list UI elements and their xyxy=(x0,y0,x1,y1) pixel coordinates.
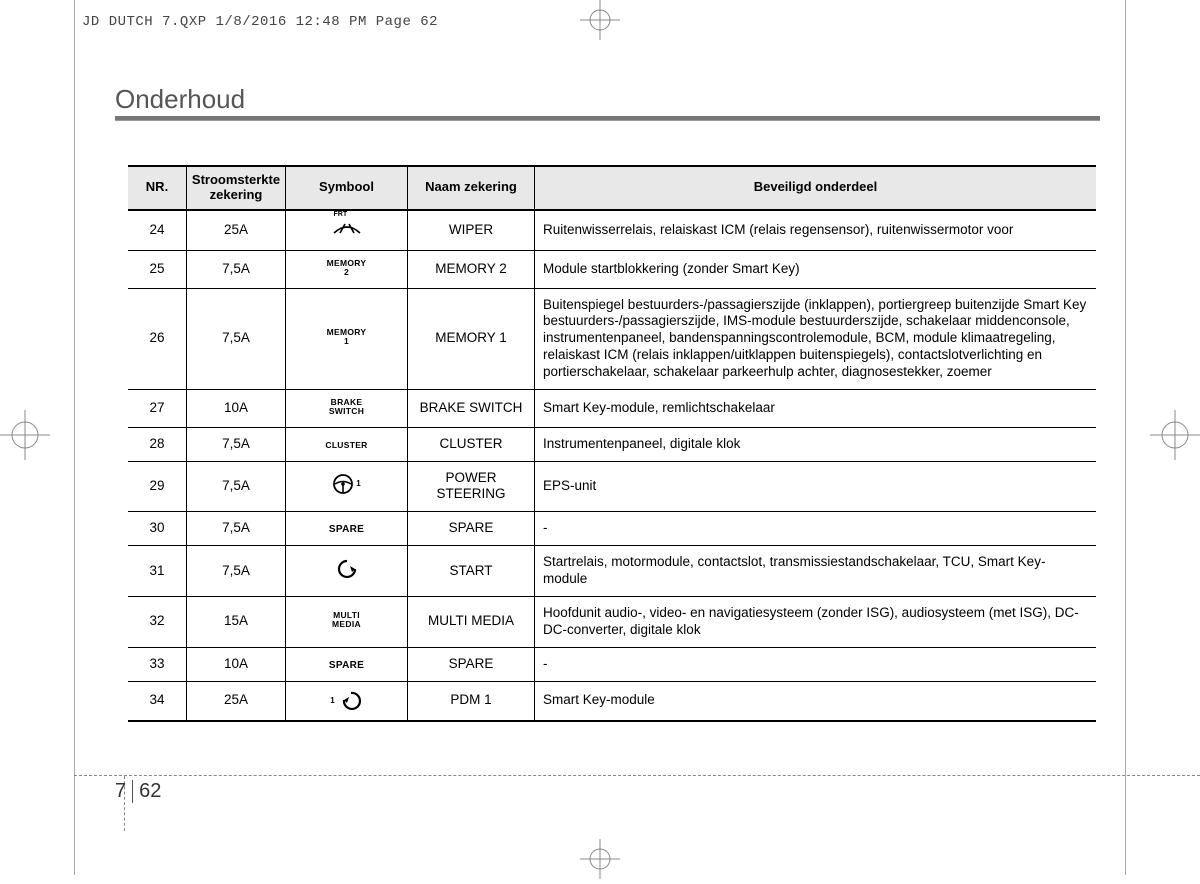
cell-name: MEMORY 2 xyxy=(408,250,535,288)
registration-mark-right xyxy=(1150,410,1200,460)
symbol-text: CLUSTER xyxy=(325,441,367,450)
cell-name: BRAKE SWITCH xyxy=(408,389,535,427)
cell-nr: 28 xyxy=(128,427,187,461)
symbol-text: MULTIMEDIA xyxy=(332,611,361,629)
crop-line-left xyxy=(74,0,75,875)
cell-name: CLUSTER xyxy=(408,427,535,461)
steering-icon: 1 xyxy=(332,473,360,495)
table-row: 2425A FRT WIPERRuitenwisserrelais, relaisk… xyxy=(128,210,1096,250)
cell-description: Module startblokkering (zonder Smart Key… xyxy=(535,250,1097,288)
cell-name: PDM 1 xyxy=(408,681,535,721)
cell-description: Smart Key-module, remlichtschakelaar xyxy=(535,389,1097,427)
cell-name: MULTI MEDIA xyxy=(408,596,535,647)
cell-name: SPARE xyxy=(408,512,535,546)
symbol-text: MEMORY1 xyxy=(327,328,367,346)
table-row: 3425A 1 PDM 1Smart Key-module xyxy=(128,681,1096,721)
cell-amperage: 10A xyxy=(187,389,286,427)
table-row: 267,5A MEMORY1 MEMORY 1Buitenspiegel bestu… xyxy=(128,288,1096,389)
cell-amperage: 25A xyxy=(187,210,286,250)
cell-amperage: 10A xyxy=(187,647,286,681)
wiper-icon: FRT xyxy=(332,219,362,242)
cell-name: WIPER xyxy=(408,210,535,250)
cell-nr: 30 xyxy=(128,512,187,546)
section-title-rule xyxy=(115,116,1100,120)
cell-name: POWER STEERING xyxy=(408,461,535,512)
cell-description: - xyxy=(535,512,1097,546)
cell-symbol: MEMORY1 xyxy=(286,288,408,389)
start-arrow-icon xyxy=(335,558,359,580)
table-row: 317,5A STARTStartrelais, motormodule, con… xyxy=(128,546,1096,597)
table-row: 307,5ASPARESPARE- xyxy=(128,512,1096,546)
fuse-table: NR. Stroomsterkte zekering Symbool Naam … xyxy=(128,165,1096,722)
cell-description: Hoofdunit audio-, video- en navigatiesys… xyxy=(535,596,1097,647)
section-title: Onderhoud xyxy=(115,84,245,115)
cell-symbol: MULTIMEDIA xyxy=(286,596,408,647)
page-number-value: 62 xyxy=(139,780,161,802)
cell-amperage: 7,5A xyxy=(187,427,286,461)
th-symbol: Symbool xyxy=(286,166,408,210)
cell-amperage: 7,5A xyxy=(187,461,286,512)
cell-symbol: MEMORY2 xyxy=(286,250,408,288)
th-desc: Beveiligd onderdeel xyxy=(535,166,1097,210)
footer-dash-line xyxy=(74,775,1200,776)
th-amp: Stroomsterkte zekering xyxy=(187,166,286,210)
cell-symbol: SPARE xyxy=(286,512,408,546)
cell-amperage: 7,5A xyxy=(187,250,286,288)
cell-amperage: 15A xyxy=(187,596,286,647)
symbol-text: MEMORY2 xyxy=(327,259,367,277)
cell-nr: 34 xyxy=(128,681,187,721)
manual-page: JD DUTCH 7.QXP 1/8/2016 12:48 PM Page 62 xyxy=(0,0,1200,875)
th-name: Naam zekering xyxy=(408,166,535,210)
file-stamp: JD DUTCH 7.QXP 1/8/2016 12:48 PM Page 62 xyxy=(82,14,438,30)
cell-symbol: 1 xyxy=(286,681,408,721)
cell-nr: 27 xyxy=(128,389,187,427)
table-row: 287,5ACLUSTERCLUSTERInstrumentenpaneel, … xyxy=(128,427,1096,461)
cell-nr: 25 xyxy=(128,250,187,288)
symbol-text: SPARE xyxy=(329,661,364,672)
cell-symbol: FRT xyxy=(286,210,408,250)
cell-nr: 33 xyxy=(128,647,187,681)
cell-symbol xyxy=(286,546,408,597)
table-row: 257,5A MEMORY2 MEMORY 2Module startblokker… xyxy=(128,250,1096,288)
cell-amperage: 7,5A xyxy=(187,288,286,389)
registration-mark-bottom xyxy=(580,839,620,879)
cell-symbol: CLUSTER xyxy=(286,427,408,461)
table-row: 297,5A 1 POWER STEERINGEPS-unit xyxy=(128,461,1096,512)
cell-symbol: SPARE xyxy=(286,647,408,681)
cell-description: Instrumentenpaneel, digitale klok xyxy=(535,427,1097,461)
cell-symbol: 1 xyxy=(286,461,408,512)
cell-name: MEMORY 1 xyxy=(408,288,535,389)
chapter-number: 7 xyxy=(115,780,133,803)
symbol-text: BRAKESWITCH xyxy=(329,398,364,416)
cell-description: Ruitenwisserrelais, relaiskast ICM (rela… xyxy=(535,210,1097,250)
table-row: 3310ASPARESPARE- xyxy=(128,647,1096,681)
cell-name: SPARE xyxy=(408,647,535,681)
cell-description: EPS-unit xyxy=(535,461,1097,512)
table-row: 2710A BRAKESWITCH BRAKE SWITCHSmart Key-mo… xyxy=(128,389,1096,427)
registration-mark-top xyxy=(580,0,620,40)
crop-line-right xyxy=(1125,0,1126,875)
cell-nr: 24 xyxy=(128,210,187,250)
table-header-row: NR. Stroomsterkte zekering Symbool Naam … xyxy=(128,166,1096,210)
table-row: 3215A MULTIMEDIA MULTI MEDIAHoofdunit audi… xyxy=(128,596,1096,647)
cell-nr: 31 xyxy=(128,546,187,597)
cell-nr: 29 xyxy=(128,461,187,512)
cell-name: START xyxy=(408,546,535,597)
pdm-arrow-icon: 1 xyxy=(330,690,362,712)
cell-description: Startrelais, motormodule, contactslot, t… xyxy=(535,546,1097,597)
page-number: 7 62 xyxy=(115,780,161,803)
cell-description: Smart Key-module xyxy=(535,681,1097,721)
cell-amperage: 25A xyxy=(187,681,286,721)
cell-nr: 26 xyxy=(128,288,187,389)
cell-description: - xyxy=(535,647,1097,681)
th-nr: NR. xyxy=(128,166,187,210)
cell-amperage: 7,5A xyxy=(187,546,286,597)
cell-nr: 32 xyxy=(128,596,187,647)
cell-description: Buitenspiegel bestuurders-/passagierszij… xyxy=(535,288,1097,389)
registration-mark-left xyxy=(0,410,50,460)
cell-amperage: 7,5A xyxy=(187,512,286,546)
cell-symbol: BRAKESWITCH xyxy=(286,389,408,427)
symbol-text: SPARE xyxy=(329,525,364,536)
